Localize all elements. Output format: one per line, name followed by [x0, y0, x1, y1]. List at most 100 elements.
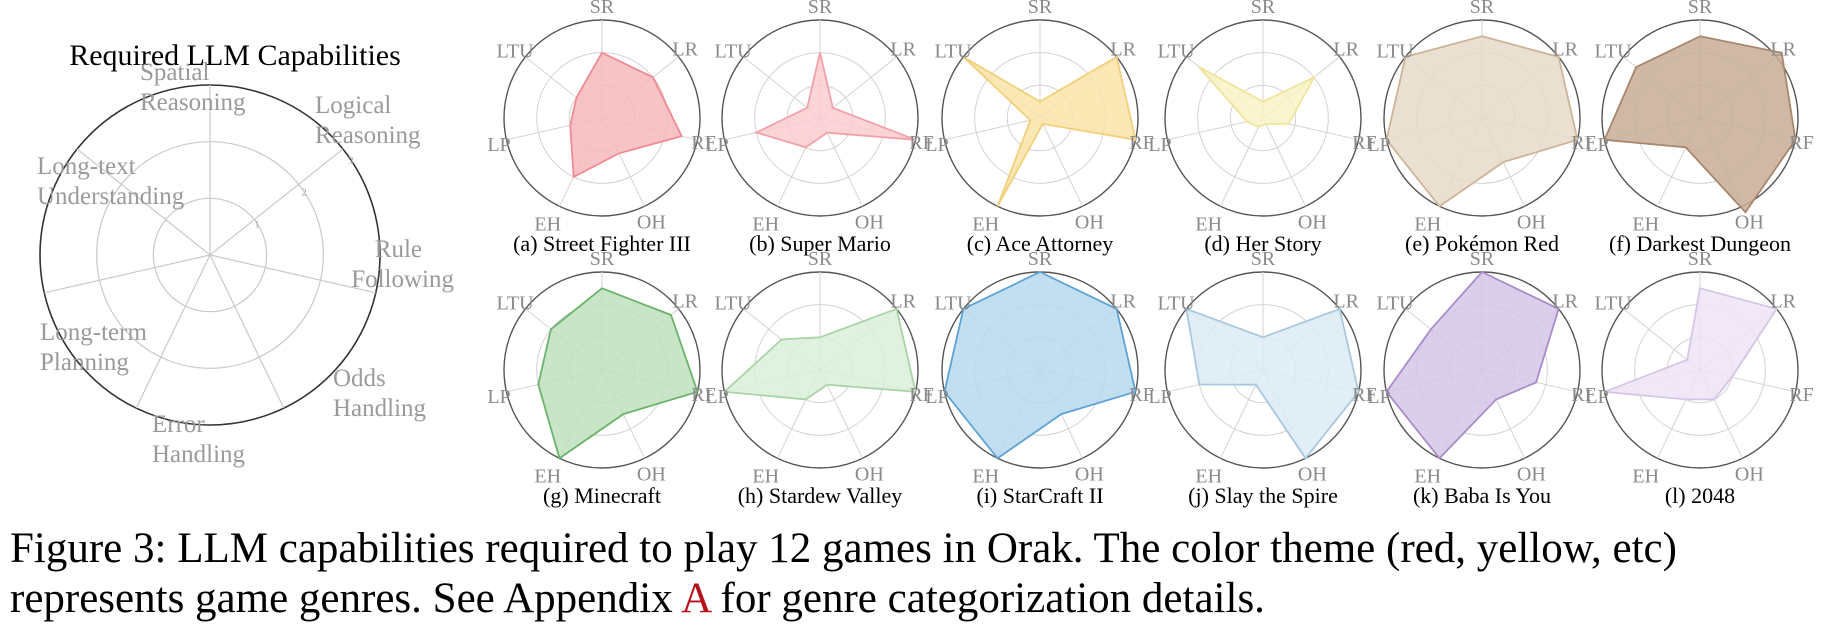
axis-label-rf: RF — [1789, 384, 1813, 406]
radar-chart-c-ace-attorney: SR LR RF OH EH LP LTU (c) Ace Attorney — [925, 0, 1153, 256]
legend-ring-label-3: 3 — [348, 155, 354, 167]
figure-caption: Figure 3: LLM capabilities required to p… — [10, 524, 1820, 624]
chart-caption: (j) Slay the Spire — [1188, 483, 1338, 508]
legend-capability-long-term-planning: Long-term Planning — [40, 319, 147, 376]
axis-label-ltu: LTU — [1158, 293, 1196, 315]
legend-capability-odds-handling: Odds Handling — [333, 365, 427, 422]
axis-label-eh: EH — [752, 213, 779, 235]
axis-label-sr: SR — [808, 0, 833, 18]
legend-capability-rule-following: Rule Following — [351, 236, 454, 293]
axis-label-lr: LR — [672, 39, 698, 61]
legend-capability-line-1: Rule — [375, 236, 422, 263]
chart-caption: (i) StarCraft II — [976, 483, 1103, 508]
figure-canvas: Required LLM Capabilities 1 2 3 Spatial Rea… — [37, 0, 1814, 508]
radar-chart-b-super-mario: SR LR RF OH EH LP LTU (b) Super Mario — [705, 0, 933, 256]
axis-label-oh: OH — [855, 463, 884, 485]
data-polygon — [943, 271, 1137, 460]
axis-label-eh: EH — [1632, 465, 1659, 487]
axis-label-lr: LR — [1552, 39, 1578, 61]
axis-label-lp: LP — [487, 386, 510, 408]
legend-spoke-ltu — [76, 148, 211, 256]
legend-capability-logical-reasoning: Logical Reasoning — [315, 92, 421, 149]
axis-label-sr: SR — [1470, 0, 1495, 18]
axis-label-oh: OH — [1517, 463, 1546, 485]
axis-label-sr: SR — [1251, 0, 1276, 18]
data-polygon — [1185, 307, 1360, 460]
legend-spokes — [44, 85, 376, 409]
legend-capability-line-1: Long-term — [40, 319, 147, 346]
legend-capability-line-2: Planning — [40, 349, 129, 376]
radar-chart-l-2048: SR LR RF OH EH LP LTU (l) 2048 — [1585, 248, 1813, 508]
legend-capability-line-2: Reasoning — [140, 89, 246, 116]
axis-label-sr: SR — [808, 248, 833, 270]
legend-capability-spatial-reasoning: Spatial Reasoning — [140, 59, 246, 116]
radar-chart-i-starcraft-ii: SR LR RF OH EH LP LTU (i) StarCraft II — [925, 248, 1153, 508]
legend-spoke-lr — [209, 148, 344, 256]
axis-label-oh: OH — [1735, 211, 1764, 233]
legend-capability-line-1: Odds — [333, 365, 386, 392]
legend-spoke-rf — [209, 254, 376, 294]
axis-label-sr: SR — [1028, 0, 1053, 18]
caption-line-2: represents game genres. See Appendix A f… — [10, 574, 1820, 624]
axis-label-rf: RF — [1352, 384, 1376, 406]
legend-capability-line-1: Spatial — [140, 59, 209, 86]
radar-chart-e-pok-mon-red: SR LR RF OH EH LP LTU (e) Pokémon Red — [1367, 0, 1595, 256]
legend-capability-line-2: Following — [351, 266, 454, 293]
legend-capability-line-1: Long-text — [37, 153, 136, 180]
legend-capability-line-2: Handling — [333, 395, 427, 422]
axis-label-rf: RF — [1789, 132, 1813, 154]
axis-label-oh: OH — [1075, 211, 1104, 233]
radar-chart-f-darkest-dungeon: SR LR RF OH EH LP LTU (f) Darkest Dungeon — [1585, 0, 1813, 256]
axis-label-lp: LP — [925, 386, 948, 408]
axis-label-lp: LP — [925, 134, 948, 156]
axis-label-rf: RF — [691, 132, 715, 154]
axis-label-eh: EH — [972, 213, 999, 235]
data-polygon — [1385, 35, 1579, 208]
axis-label-lp: LP — [1585, 386, 1608, 408]
chart-caption: (a) Street Fighter III — [513, 231, 691, 256]
axis-label-eh: EH — [1195, 213, 1222, 235]
axis-label-lp: LP — [1148, 134, 1171, 156]
axis-label-ltu: LTU — [1595, 293, 1633, 315]
axis-label-lr: LR — [672, 291, 698, 313]
appendix-link[interactable]: A — [681, 575, 710, 622]
legend-capability-line-2: Reasoning — [315, 122, 421, 149]
axis-label-ltu: LTU — [497, 41, 535, 63]
axis-label-lp: LP — [1148, 386, 1171, 408]
data-polygon — [962, 55, 1137, 207]
chart-caption: (b) Super Mario — [749, 231, 891, 256]
chart-caption: (d) Her Story — [1204, 231, 1321, 256]
axis-label-eh: EH — [534, 213, 561, 235]
axis-label-oh: OH — [1735, 463, 1764, 485]
legend-capability-line-2: Handling — [152, 441, 246, 468]
chart-caption: (l) 2048 — [1665, 483, 1735, 508]
legend-capability-error-handling: Error Handling — [152, 411, 246, 468]
legend-spoke-eh — [135, 254, 211, 409]
axis-label-eh: EH — [534, 465, 561, 487]
axis-label-sr: SR — [1251, 248, 1276, 270]
data-polygon — [1385, 270, 1560, 460]
axis-label-lp: LP — [1367, 134, 1390, 156]
axis-label-oh: OH — [1298, 211, 1327, 233]
legend-ring-label-1: 1 — [254, 218, 260, 230]
axis-label-lr: LR — [1333, 291, 1359, 313]
spoke-oh — [1262, 117, 1306, 207]
axis-label-lr: LR — [1770, 291, 1796, 313]
axis-label-ltu: LTU — [1377, 293, 1415, 315]
axis-label-rf: RF — [909, 384, 933, 406]
axis-label-rf: RF — [1352, 132, 1376, 154]
radar-chart-k-baba-is-you: SR LR RF OH EH LP LTU (k) Baba Is You — [1367, 248, 1595, 508]
legend-capability-labels: Spatial Reasoning Logical Reasoning Rule Foll… — [37, 59, 454, 468]
axis-label-sr: SR — [1470, 248, 1495, 270]
axis-label-sr: SR — [590, 0, 615, 18]
data-polygon — [1198, 66, 1317, 128]
axis-label-sr: SR — [590, 248, 615, 270]
axis-label-ltu: LTU — [935, 41, 973, 63]
data-polygon — [722, 307, 917, 401]
chart-caption: (h) Stardew Valley — [738, 483, 903, 508]
radar-chart-h-stardew-valley: SR LR RF OH EH LP LTU (h) Stardew Valley — [705, 248, 933, 508]
legend-radar: Required LLM Capabilities 1 2 3 Spatial Rea… — [37, 39, 454, 468]
axis-label-eh: EH — [752, 465, 779, 487]
axis-label-rf: RF — [1571, 132, 1595, 154]
